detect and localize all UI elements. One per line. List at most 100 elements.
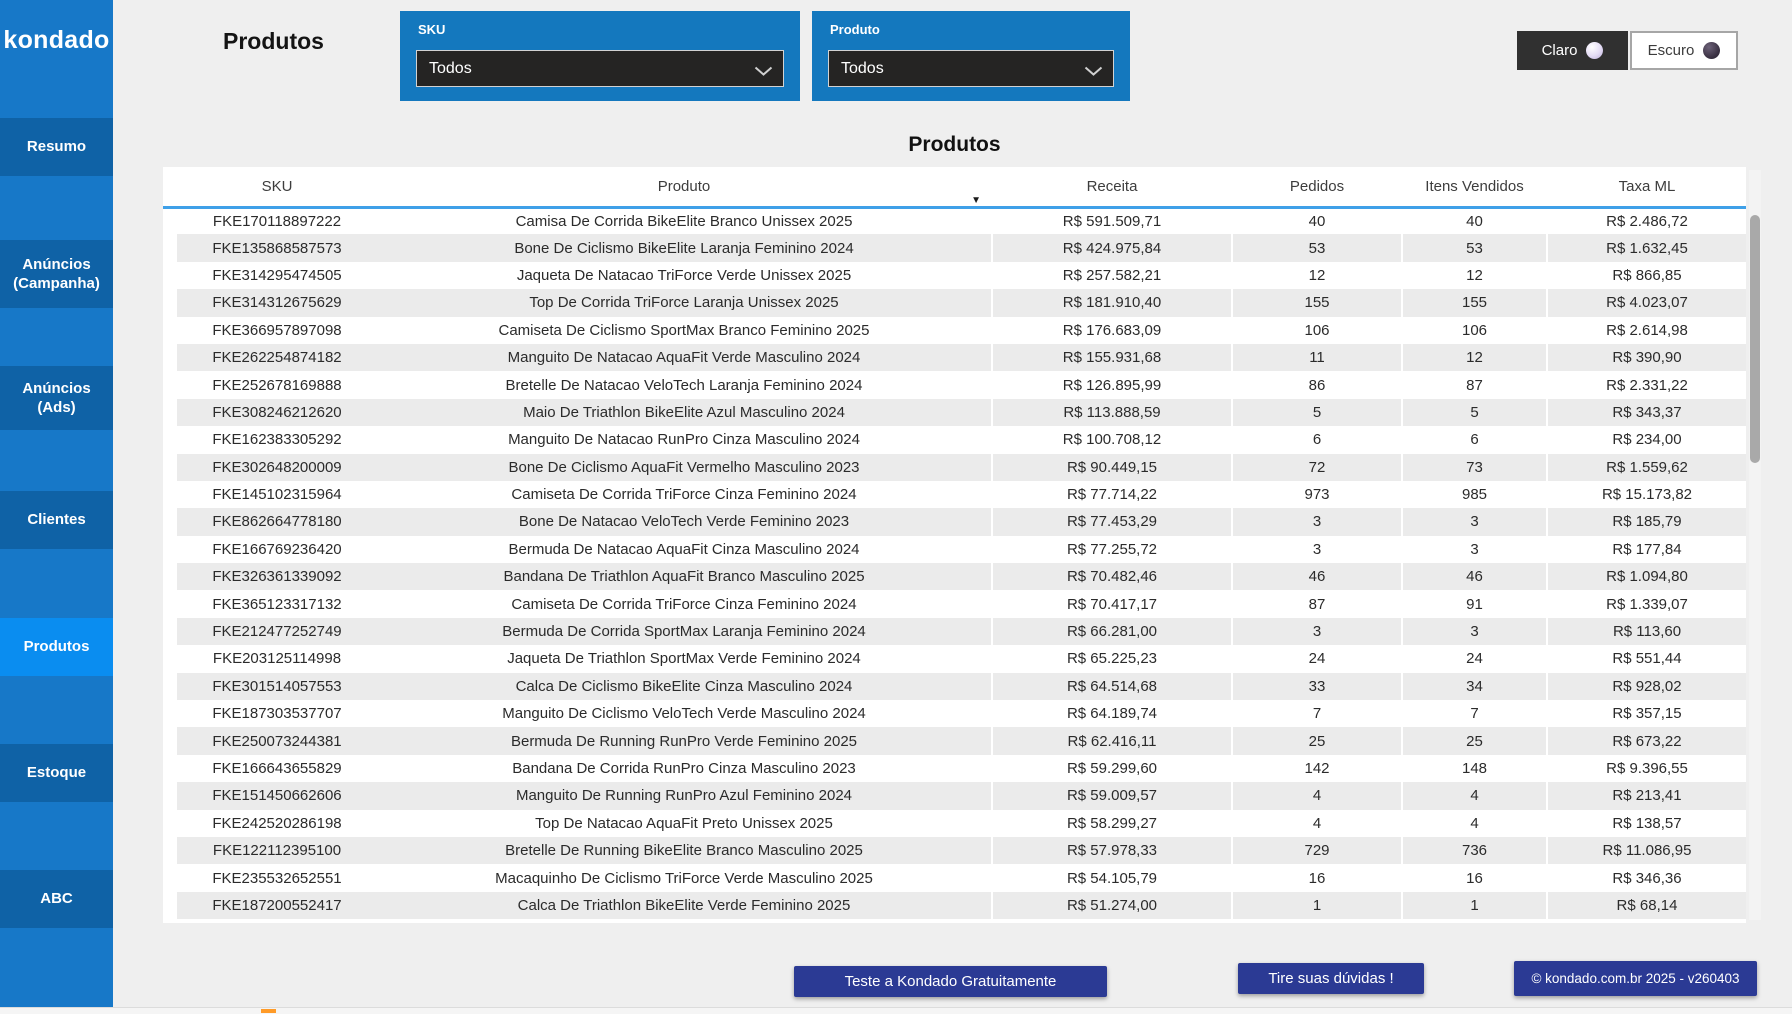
cell-sku: FKE166769236420 [212, 540, 342, 558]
column-header-sku[interactable]: SKU [261, 177, 293, 195]
cell-pedidos: 106 [1231, 316, 1402, 344]
cell-produto: Manguito De Natacao RunPro Cinza Masculi… [508, 431, 860, 449]
copyright-badge: © kondado.com.br 2025 - v260403 [1514, 961, 1757, 996]
table-scrollbar-thumb[interactable] [1750, 215, 1760, 463]
cell-sku: FKE235532652551 [212, 869, 342, 887]
cell-itens-vendidos: 4 [1401, 782, 1547, 810]
cell-itens-vendidos: 34 [1401, 672, 1547, 701]
cell-produto: Camiseta De Ciclismo SportMax Branco Fem… [498, 321, 870, 339]
table-row[interactable]: FKE250073244381 Bermuda De Running RunPro… [163, 727, 1746, 755]
row-spacer [163, 782, 177, 810]
cell-itens-vendidos: 12 [1401, 261, 1547, 290]
cell-sku: FKE187200552417 [177, 891, 377, 920]
table-row[interactable]: FKE187200552417 Calca De Triathlon BikeEl… [163, 891, 1746, 920]
trial-button[interactable]: Teste a Kondado Gratuitamente [794, 966, 1107, 997]
sidebar-item-resumo[interactable]: Resumo [0, 118, 113, 176]
cell-pedidos: 25 [1231, 727, 1402, 755]
table-header-row: SKU Produto ▼ Receita Pedidos Itens Vend… [163, 167, 1746, 207]
table-row[interactable]: FKE151450662606 Manguito De Running RunPr… [163, 782, 1746, 810]
row-spacer [163, 481, 177, 508]
sidebar-item-abc[interactable]: ABC [0, 870, 113, 928]
row-spacer [163, 700, 177, 727]
theme-dark-button[interactable]: Escuro [1630, 31, 1738, 70]
table-row[interactable]: FKE308246212620 Maio De Triathlon BikeEli… [163, 398, 1746, 427]
cell-produto: Bermuda De Running RunPro Verde Feminino… [377, 727, 992, 755]
sort-descending-icon[interactable]: ▼ [971, 194, 981, 206]
cell-receita: R$ 77.714,22 [991, 480, 1232, 509]
table-row[interactable]: FKE314295474505 Jaqueta De Natacao TriFor… [163, 261, 1746, 290]
cell-taxa-ml: R$ 9.396,55 [1546, 754, 1746, 783]
row-spacer [163, 645, 177, 672]
table-row[interactable]: FKE242520286198 Top De Natacao AquaFit Pr… [163, 809, 1746, 837]
table-row[interactable]: FKE252678169888 Bretelle De Natacao VeloT… [163, 371, 1746, 399]
cell-pedidos: 3 [1231, 617, 1402, 646]
cell-receita: R$ 59.009,57 [991, 782, 1232, 810]
cell-taxa-ml: R$ 4.023,07 [1546, 289, 1746, 317]
cell-pedidos: 155 [1231, 289, 1402, 317]
row-spacer [163, 864, 177, 891]
sku-filter-dropdown[interactable]: Todos [416, 50, 784, 87]
table-row[interactable]: FKE122112395100 Bretelle De Running BikeE… [163, 836, 1746, 865]
cell-itens-vendidos: 3 [1401, 535, 1547, 564]
cell-itens-vendidos: 87 [1401, 371, 1547, 399]
table-row[interactable]: FKE170118897222 Camisa De Corrida BikeEli… [163, 207, 1746, 235]
cell-itens-vendidos: 6 [1401, 426, 1547, 454]
sidebar-item-produtos[interactable]: Produtos [0, 618, 113, 676]
table-row[interactable]: FKE166643655829 Bandana De Corrida RunPro… [163, 754, 1746, 783]
table-row[interactable]: FKE145102315964 Camiseta De Corrida TriFo… [163, 480, 1746, 509]
cell-produto: Bone De Ciclismo AquaFit Vermelho Mascul… [377, 453, 992, 481]
cell-receita: R$ 424.975,84 [991, 234, 1232, 262]
table-row[interactable]: FKE314312675629 Top De Corrida TriForce L… [163, 289, 1746, 317]
theme-light-button[interactable]: Claro [1517, 31, 1628, 70]
table-row[interactable]: FKE203125114998 Jaqueta De Triathlon Spor… [163, 645, 1746, 673]
cell-taxa-ml: R$ 2.486,72 [1546, 207, 1746, 235]
column-header-pedidos[interactable]: Pedidos [1231, 167, 1402, 207]
column-header-produto[interactable]: Produto ▼ [377, 167, 992, 207]
table-row[interactable]: FKE862664778180 Bone De Natacao VeloTech … [163, 508, 1746, 536]
table-row[interactable]: FKE187303537707 Manguito De Ciclismo Velo… [163, 700, 1746, 728]
table-row[interactable]: FKE135868587573 Bone De Ciclismo BikeElit… [163, 234, 1746, 262]
cell-receita: R$ 59.299,60 [991, 754, 1232, 783]
cell-sku: FKE250073244381 [177, 727, 377, 755]
table-row[interactable]: FKE166769236420 Bermuda De Natacao AquaFi… [163, 535, 1746, 564]
table-row[interactable]: FKE302648200009 Bone De Ciclismo AquaFit … [163, 453, 1746, 481]
cell-sku: FKE366957897098 [212, 321, 342, 339]
column-header-taxa-ml[interactable]: Taxa ML [1546, 167, 1746, 207]
produto-filter-dropdown[interactable]: Todos [828, 50, 1114, 87]
table-row[interactable]: FKE326361339092 Bandana De Triathlon Aqua… [163, 563, 1746, 591]
cell-produto: Bretelle De Running BikeElite Branco Mas… [377, 836, 992, 865]
cell-sku: FKE314295474505 [212, 266, 342, 284]
sidebar-item-clientes[interactable]: Clientes [0, 491, 113, 549]
cell-taxa-ml: R$ 177,84 [1546, 535, 1746, 564]
table-row[interactable]: FKE365123317132 Camiseta De Corrida TriFo… [163, 590, 1746, 618]
table-row[interactable]: FKE235532652551 Macaquinho De Ciclismo Tr… [163, 864, 1746, 892]
row-spacer [163, 453, 177, 481]
table-row[interactable]: FKE262254874182 Manguito De Natacao AquaF… [163, 343, 1746, 372]
table-row[interactable]: FKE162383305292 Manguito De Natacao RunPr… [163, 426, 1746, 454]
cell-itens-vendidos: 91 [1401, 590, 1547, 618]
row-spacer [163, 289, 177, 317]
sidebar-item-anuncios-campanha[interactable]: Anúncios (Campanha) [0, 240, 113, 308]
table-row[interactable]: FKE301514057553 Calca De Ciclismo BikeEli… [163, 672, 1746, 701]
cell-receita: R$ 64.189,74 [991, 700, 1232, 728]
cell-pedidos: 53 [1231, 234, 1402, 262]
table-row[interactable]: FKE212477252749 Bermuda De Corrida SportM… [163, 617, 1746, 646]
sidebar-item-estoque[interactable]: Estoque [0, 744, 113, 802]
sidebar-item-anuncios-ads[interactable]: Anúncios (Ads) [0, 366, 113, 430]
cell-pedidos: 973 [1231, 480, 1402, 509]
cell-receita: R$ 176.683,09 [991, 316, 1232, 344]
cell-produto: Top De Natacao AquaFit Preto Unissex 202… [535, 814, 833, 832]
column-header-itens-vendidos[interactable]: Itens Vendidos [1401, 167, 1547, 207]
row-spacer [163, 590, 177, 617]
cell-produto: Bandana De Triathlon AquaFit Branco Masc… [377, 563, 992, 591]
cell-receita: R$ 64.514,68 [991, 672, 1232, 701]
sku-filter-value: Todos [429, 59, 472, 77]
cell-pedidos: 142 [1231, 754, 1402, 783]
column-header-receita[interactable]: Receita [991, 167, 1232, 207]
cell-sku: FKE252678169888 [212, 376, 342, 394]
cell-taxa-ml: R$ 2.331,22 [1546, 371, 1746, 399]
theme-dark-label: Escuro [1647, 42, 1695, 59]
table-row[interactable]: FKE366957897098 Camiseta De Ciclismo Spor… [163, 316, 1746, 344]
cell-pedidos: 16 [1231, 864, 1402, 892]
questions-button[interactable]: Tire suas dúvidas ! [1238, 963, 1424, 994]
